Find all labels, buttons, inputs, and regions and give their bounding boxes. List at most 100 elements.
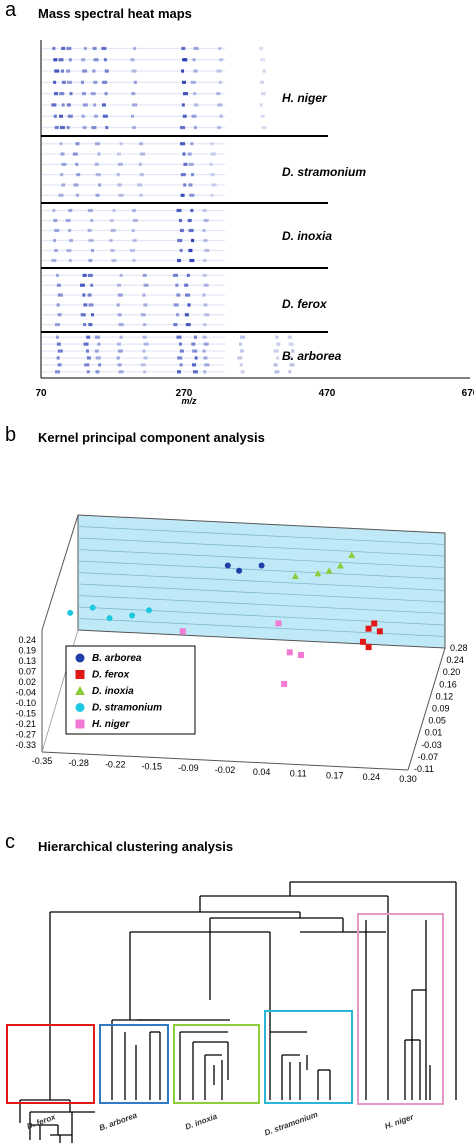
heatmap-cell xyxy=(204,313,210,317)
kpca-point xyxy=(365,644,372,651)
y-tick-label: -0.10 xyxy=(15,698,36,708)
heatmap-cell xyxy=(218,46,222,51)
x-tick-label: 0.17 xyxy=(326,770,344,780)
grid-line xyxy=(77,606,446,626)
heatmap-cell xyxy=(132,238,137,243)
heatmap-cell xyxy=(203,258,207,263)
heatmap-cell xyxy=(194,356,198,360)
x-axis-label: m/z xyxy=(181,396,197,406)
heatmap-cell xyxy=(180,193,185,197)
x-tick-label: 470 xyxy=(319,388,336,399)
heatmap-cell xyxy=(112,208,116,213)
heatmap-cell xyxy=(273,349,279,353)
heatmap-cell xyxy=(260,114,265,118)
heatmap-cell xyxy=(202,273,207,277)
heatmap-cell xyxy=(84,363,90,367)
heatmap-cell xyxy=(116,152,121,156)
heatmap-cell xyxy=(133,46,137,51)
heatmap-cell xyxy=(76,173,81,177)
heatmap-cell xyxy=(58,193,64,197)
heatmap-cell xyxy=(81,114,85,118)
legend-marker xyxy=(75,670,85,679)
kpca-point xyxy=(258,562,265,569)
heatmap-cell xyxy=(132,103,138,107)
heatmap-cell xyxy=(90,283,94,287)
z-tick-label: 0.05 xyxy=(428,716,446,726)
heatmap-cell xyxy=(193,125,197,130)
legend-marker xyxy=(75,686,85,695)
heatmap-cell xyxy=(188,248,193,253)
heatmap-cell xyxy=(81,58,86,62)
heatmap-cell xyxy=(274,370,280,374)
kpca-chart: 0.240.190.130.070.02-0.04-0.10-0.15-0.21… xyxy=(15,514,468,784)
heatmap-cell xyxy=(137,183,143,187)
heatmap-cell xyxy=(87,273,93,277)
heatmap-cell xyxy=(184,283,189,287)
heatmap-cell xyxy=(217,125,222,130)
heatmap-cell xyxy=(61,80,66,84)
y-tick-label: 0.19 xyxy=(18,646,36,656)
heatmap-cell xyxy=(176,258,181,263)
heatmap-cell xyxy=(88,303,94,307)
legend-label: D. ferox xyxy=(92,670,130,681)
heatmap-cell xyxy=(68,208,73,213)
heatmap-cell xyxy=(53,238,57,243)
heatmap-cell xyxy=(131,69,137,73)
heatmap-cell xyxy=(210,173,215,177)
heatmap-cell xyxy=(182,58,188,62)
heatmap-cell xyxy=(176,370,181,374)
heatmap-cell xyxy=(182,114,187,118)
heatmap-cell xyxy=(53,58,58,62)
heatmap-cell xyxy=(210,152,216,156)
heatmap-cell xyxy=(291,349,295,353)
heatmap-cell xyxy=(116,173,120,177)
heatmap-cell xyxy=(94,335,100,339)
group-label: H. niger xyxy=(282,91,328,105)
heatmap-cell xyxy=(94,142,100,146)
heatmap-cell xyxy=(142,349,146,353)
legend-marker xyxy=(75,653,85,663)
heatmap-cell xyxy=(179,248,183,253)
heatmap-cell xyxy=(90,92,96,96)
heatmap-cell xyxy=(65,218,71,223)
heatmap-cell xyxy=(80,80,84,84)
z-tick-label: -0.03 xyxy=(421,740,442,750)
heatmap-cell xyxy=(79,283,85,287)
heatmap-cell xyxy=(188,228,194,233)
heatmap-cell xyxy=(56,342,61,346)
y-tick-label: -0.04 xyxy=(15,688,36,698)
heatmap-cell xyxy=(51,258,57,263)
heatmap-cell xyxy=(55,273,59,277)
heatmap-cell xyxy=(87,228,92,233)
heatmap-cell xyxy=(98,363,102,367)
kpca-point xyxy=(359,638,366,645)
heatmap-cell xyxy=(85,349,89,353)
heatmap-cell xyxy=(83,323,87,327)
heatmap-cell xyxy=(82,273,87,277)
heatmap-cell xyxy=(104,69,109,73)
heatmap-cell xyxy=(179,349,184,353)
heatmap-cell xyxy=(53,218,58,223)
heatmap-cell xyxy=(91,125,97,130)
heatmap-cell xyxy=(119,335,123,339)
heatmap-cell xyxy=(190,208,194,213)
kpca-point xyxy=(89,604,96,611)
heatmap-cell xyxy=(87,293,92,297)
heatmap-cell xyxy=(59,142,63,146)
heatmap-cell xyxy=(240,335,246,339)
heatmap-cell xyxy=(176,313,180,317)
heatmap-cell xyxy=(66,103,71,107)
heatmap-cell xyxy=(202,349,206,353)
heatmap-cell xyxy=(183,162,188,166)
heatmap-cell xyxy=(276,356,280,360)
x-tick-label: -0.15 xyxy=(142,761,163,771)
heatmap-cell xyxy=(287,335,292,339)
grid-line xyxy=(77,526,446,545)
heatmap-cell xyxy=(276,342,281,346)
heatmap-cell xyxy=(140,313,146,317)
heatmap-cell xyxy=(69,92,73,96)
z-tick-label: 0.24 xyxy=(446,655,464,665)
heatmap-cell xyxy=(58,58,64,62)
panel-c-title: Hierarchical clustering analysis xyxy=(38,839,233,854)
heatmap-cell xyxy=(53,114,57,118)
